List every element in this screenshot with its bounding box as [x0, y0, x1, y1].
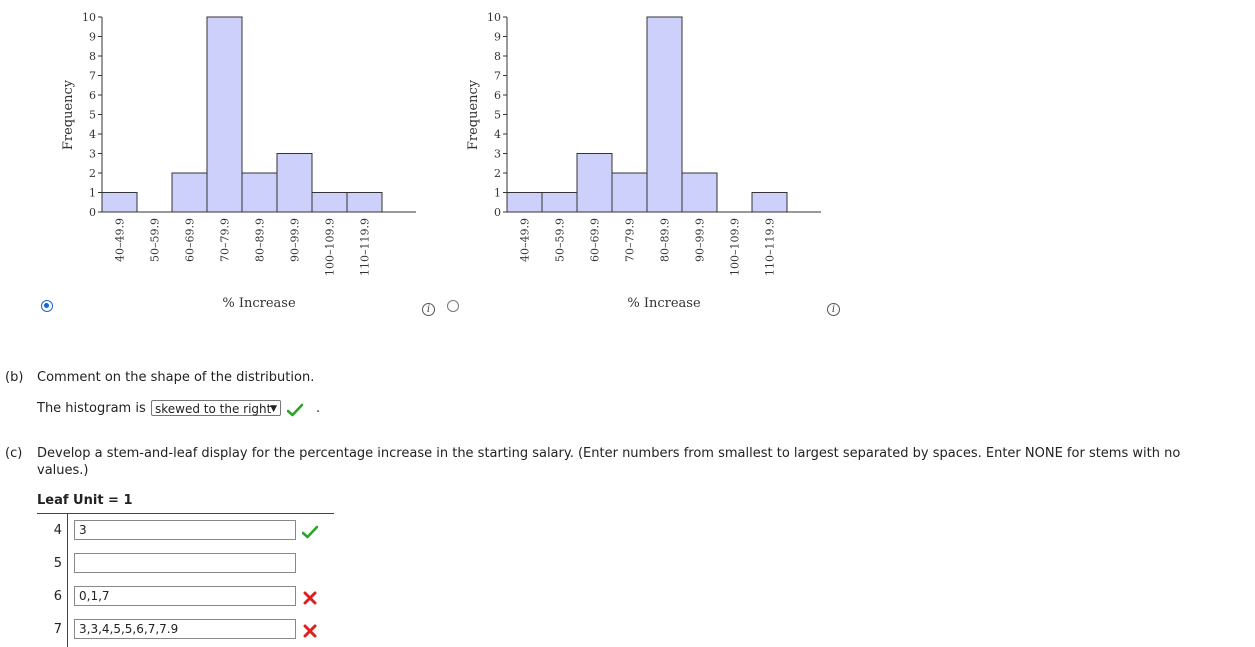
y-tick-label: 9: [494, 31, 501, 44]
stem-leaf-header-rule: [37, 513, 334, 514]
cross-icon: [303, 624, 317, 638]
bar-110–119.9: [751, 192, 788, 213]
part-b-label: (b): [5, 370, 24, 385]
y-tick-label: 9: [89, 31, 96, 44]
x-tick-label: 80–89.9: [254, 218, 267, 262]
bar-40–49.9: [506, 192, 543, 213]
y-tick-label: 3: [494, 148, 501, 161]
y-tick-label: 5: [494, 109, 501, 122]
y-tick-label: 7: [494, 70, 501, 83]
check-icon: [302, 525, 318, 539]
x-tick-label: 90–99.9: [289, 218, 302, 262]
leaf-input-stem-4[interactable]: 3: [74, 520, 296, 540]
histogram-1-svg: Frequency 0 1 2 3 4 5 6 7 8 9 10 40–49.9 50–59.9 60–69…: [61, 11, 416, 311]
bar-70–79.9: [206, 16, 243, 213]
part-b-question: Comment on the shape of the distribution…: [37, 370, 315, 385]
y-tick-label: 1: [494, 187, 501, 200]
bar-50–59.9: [541, 192, 578, 213]
bar-110–119.9: [346, 192, 383, 213]
info-icon[interactable]: i: [422, 303, 435, 316]
histogram-option-2: Frequency 0 1 2 3 4 5 6 7 8 9 10 40–49.9 50–59.9 60–69…: [445, 0, 845, 320]
info-icon[interactable]: i: [827, 303, 840, 316]
part-c-label: (c): [5, 446, 23, 461]
histogram-option-1: Frequency 0 1 2 3 4 5 6 7 8 9 10 40–49.9 50–59.9 60–69…: [40, 0, 440, 320]
y-axis-title: Frequency: [61, 79, 76, 150]
x-axis-title: % Increase: [222, 296, 296, 311]
x-tick-label: 90–99.9: [694, 218, 707, 262]
x-tick-label: 70–79.9: [219, 218, 232, 262]
y-tick-label: 8: [494, 50, 501, 63]
x-axis-title: % Increase: [627, 296, 701, 311]
x-tick-label: 50–59.9: [149, 218, 162, 262]
leaf-input-stem-6[interactable]: 0,1,7: [74, 586, 296, 606]
x-tick-label: 110–119.9: [764, 218, 777, 276]
x-tick-label: 40–49.9: [519, 218, 532, 262]
y-tick-label: 3: [89, 148, 96, 161]
part-b-sentence-suffix: .: [316, 401, 321, 416]
part-c-question-line-2: values.): [37, 463, 89, 478]
x-tick-label: 70–79.9: [624, 218, 637, 262]
bar-90–99.9: [681, 172, 718, 213]
stem-leaf-divider: [67, 514, 68, 647]
y-tick-label: 8: [89, 50, 96, 63]
y-tick-label: 2: [89, 167, 96, 180]
check-icon: [287, 403, 303, 417]
stem-5: 5: [53, 556, 62, 571]
y-tick-label: 7: [89, 70, 96, 83]
stem-4: 4: [53, 523, 62, 538]
y-tick-label: 1: [89, 187, 96, 200]
distribution-shape-select[interactable]: skewed to the right ▼: [151, 400, 281, 416]
cross-icon: [303, 591, 317, 605]
bar-90–99.9: [276, 153, 313, 213]
part-c-question-line-1: Develop a stem-and-leaf display for the …: [37, 446, 1181, 461]
y-tick-label: 6: [89, 89, 96, 102]
y-tick-label: 4: [494, 128, 501, 141]
stem-7: 7: [53, 622, 62, 637]
part-b-sentence-prefix: The histogram is: [37, 401, 146, 416]
y-tick-label: 4: [89, 128, 96, 141]
bar-60–69.9: [171, 172, 208, 213]
y-tick-label: 10: [487, 11, 501, 24]
chevron-down-icon: ▼: [270, 404, 277, 414]
bar-80–89.9: [646, 16, 683, 213]
y-tick-label: 2: [494, 167, 501, 180]
histogram-option-2-radio[interactable]: [447, 300, 459, 312]
bar-80–89.9: [241, 172, 278, 213]
y-axis-title: Frequency: [466, 79, 481, 150]
histogram-2-svg: Frequency 0 1 2 3 4 5 6 7 8 9 10 40–49.9 50–59.9 60–69…: [466, 11, 821, 311]
bar-100–109.9: [311, 192, 348, 213]
leaf-input-stem-5[interactable]: [74, 553, 296, 573]
y-tick-label: 6: [494, 89, 501, 102]
leaf-input-stem-7[interactable]: 3,3,4,5,5,6,7,7.9: [74, 619, 296, 639]
x-tick-label: 100–109.9: [729, 218, 742, 276]
x-tick-label: 100–109.9: [324, 218, 337, 276]
bar-40–49.9: [101, 192, 138, 213]
leaf-unit-heading: Leaf Unit = 1: [37, 493, 133, 508]
y-tick-label: 5: [89, 109, 96, 122]
x-tick-label: 60–69.9: [184, 218, 197, 262]
x-tick-label: 50–59.9: [554, 218, 567, 262]
y-tick-label: 10: [82, 11, 96, 24]
y-tick-label: 0: [494, 206, 501, 219]
x-tick-label: 110–119.9: [359, 218, 372, 276]
distribution-shape-value: skewed to the right: [155, 402, 272, 416]
x-tick-label: 80–89.9: [659, 218, 672, 262]
bar-70–79.9: [611, 172, 648, 213]
x-tick-label: 60–69.9: [589, 218, 602, 262]
y-tick-label: 0: [89, 206, 96, 219]
bar-60–69.9: [576, 153, 613, 213]
x-tick-label: 40–49.9: [114, 218, 127, 262]
stem-6: 6: [53, 589, 62, 604]
histogram-option-1-radio[interactable]: [41, 300, 53, 312]
